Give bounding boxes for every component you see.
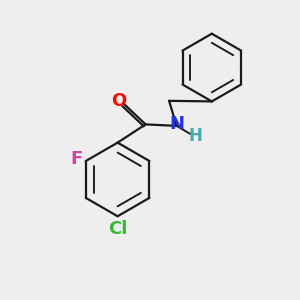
Text: F: F <box>70 150 82 168</box>
Text: Cl: Cl <box>108 220 127 238</box>
Text: H: H <box>189 127 203 145</box>
Text: N: N <box>169 116 184 134</box>
Text: O: O <box>112 92 127 110</box>
